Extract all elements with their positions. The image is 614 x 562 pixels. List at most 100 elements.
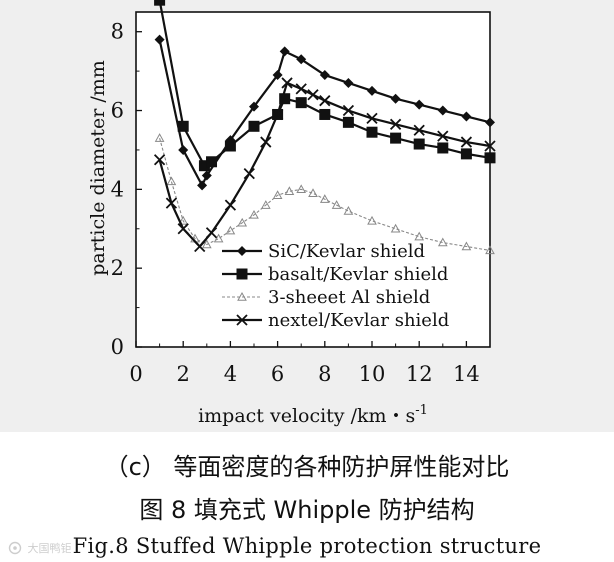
data-point (178, 144, 189, 155)
x-tick-label: 14 (453, 362, 480, 386)
data-point (319, 95, 331, 107)
figure-caption-english: Fig.8 Stuffed Whipple protection structu… (72, 534, 542, 558)
data-point (296, 54, 307, 65)
data-point (367, 85, 377, 96)
data-point (460, 148, 472, 160)
x-tick-label: 8 (318, 362, 331, 386)
data-point (437, 142, 449, 154)
data-point (154, 0, 166, 6)
data-point (213, 233, 224, 243)
data-point (461, 111, 472, 122)
series-layer (153, 0, 496, 255)
data-point (389, 118, 402, 130)
y-tick-label: 4 (111, 177, 124, 201)
legend-item: nextel/Kevlar shield (222, 310, 449, 331)
data-point (248, 120, 260, 132)
data-point (343, 77, 354, 88)
data-point (237, 291, 247, 301)
x-axis-label: impact velocity /km・s-1 (198, 403, 428, 427)
data-point (166, 176, 177, 186)
legend-label: basalt/Kevlar shield (268, 264, 448, 285)
data-point (413, 124, 425, 136)
data-point (201, 170, 212, 181)
data-point (260, 136, 272, 148)
data-point (178, 215, 189, 225)
data-point (249, 209, 259, 219)
data-point (390, 223, 401, 233)
data-point (153, 154, 166, 166)
data-point (177, 223, 189, 235)
data-point (243, 167, 255, 180)
data-point (437, 237, 448, 247)
data-point (319, 70, 330, 81)
data-point (165, 197, 178, 209)
watermark: 大国鸭钜 (8, 540, 92, 556)
x-tick-label: 12 (406, 362, 433, 386)
y-tick-label: 6 (111, 99, 124, 123)
data-point (272, 70, 283, 81)
data-point (331, 200, 342, 209)
data-point (279, 93, 291, 105)
legend-label: 3-sheeet Al shield (268, 287, 430, 308)
data-point (366, 126, 378, 138)
data-point (225, 225, 236, 235)
data-point (485, 245, 495, 255)
data-point (413, 138, 425, 150)
data-point (461, 241, 472, 251)
series-diamond (154, 34, 495, 191)
x-tick-label: 0 (129, 362, 142, 386)
data-point (307, 89, 319, 101)
data-point (366, 112, 378, 125)
legend-item: SiC/Kevlar shield (222, 241, 425, 262)
data-point (308, 188, 318, 197)
y-tick-label: 0 (111, 335, 124, 359)
data-point (206, 156, 218, 168)
data-point (296, 184, 307, 194)
data-point (249, 101, 259, 112)
y-tick-label: 2 (111, 256, 124, 280)
x-tick-label: 10 (359, 362, 386, 386)
data-point (271, 108, 284, 121)
data-point (205, 227, 218, 239)
data-point (236, 314, 248, 326)
data-point (485, 117, 495, 128)
data-point (260, 200, 271, 209)
axes-layer: 0 2 4 6 8 10 12 14 0 2 4 6 8 impact velocity /km・s-1 p… (87, 11, 491, 427)
x-tick-label: 6 (271, 362, 284, 386)
data-point (390, 93, 401, 104)
legend-label: nextel/Kevlar shield (268, 310, 449, 331)
data-point (224, 140, 236, 152)
legend-item: basalt/Kevlar shield (222, 264, 448, 285)
line-chart: 0 2 4 6 8 10 12 14 0 2 4 6 8 impact velocity /km・s-1 p… (87, 0, 496, 427)
data-point (437, 130, 449, 142)
x-axis-label-superscript: -1 (415, 403, 428, 418)
y-axis-label: particle diameter /mm (87, 60, 109, 276)
data-point (279, 46, 290, 57)
data-point (484, 152, 496, 164)
legend-item: 3-sheeet Al shield (222, 287, 430, 308)
x-tick-label: 4 (224, 362, 237, 386)
data-point (281, 77, 293, 89)
data-point (284, 186, 295, 196)
data-point (154, 133, 165, 142)
data-point (201, 239, 212, 249)
figure-caption-chinese: 图 8 填充式 Whipple 防护结构 (139, 496, 475, 524)
x-tick-label: 2 (177, 362, 190, 386)
watermark-logo-icon (8, 541, 22, 555)
data-point (319, 194, 330, 203)
data-point (198, 160, 210, 172)
data-point (237, 217, 248, 227)
legend-label: SiC/Kevlar shield (268, 241, 425, 262)
panel-caption: （c） 等面密度的各种防护屏性能对比 (104, 453, 510, 481)
data-point (484, 140, 496, 152)
data-point (390, 132, 402, 144)
data-point (343, 205, 354, 215)
plot-panel: 0 2 4 6 8 10 12 14 0 2 4 6 8 impact velocity /km・s-1 p… (0, 0, 614, 432)
data-point (367, 215, 377, 225)
data-point (414, 99, 425, 110)
data-point (295, 83, 307, 95)
data-point (154, 34, 165, 45)
data-point (437, 105, 448, 116)
